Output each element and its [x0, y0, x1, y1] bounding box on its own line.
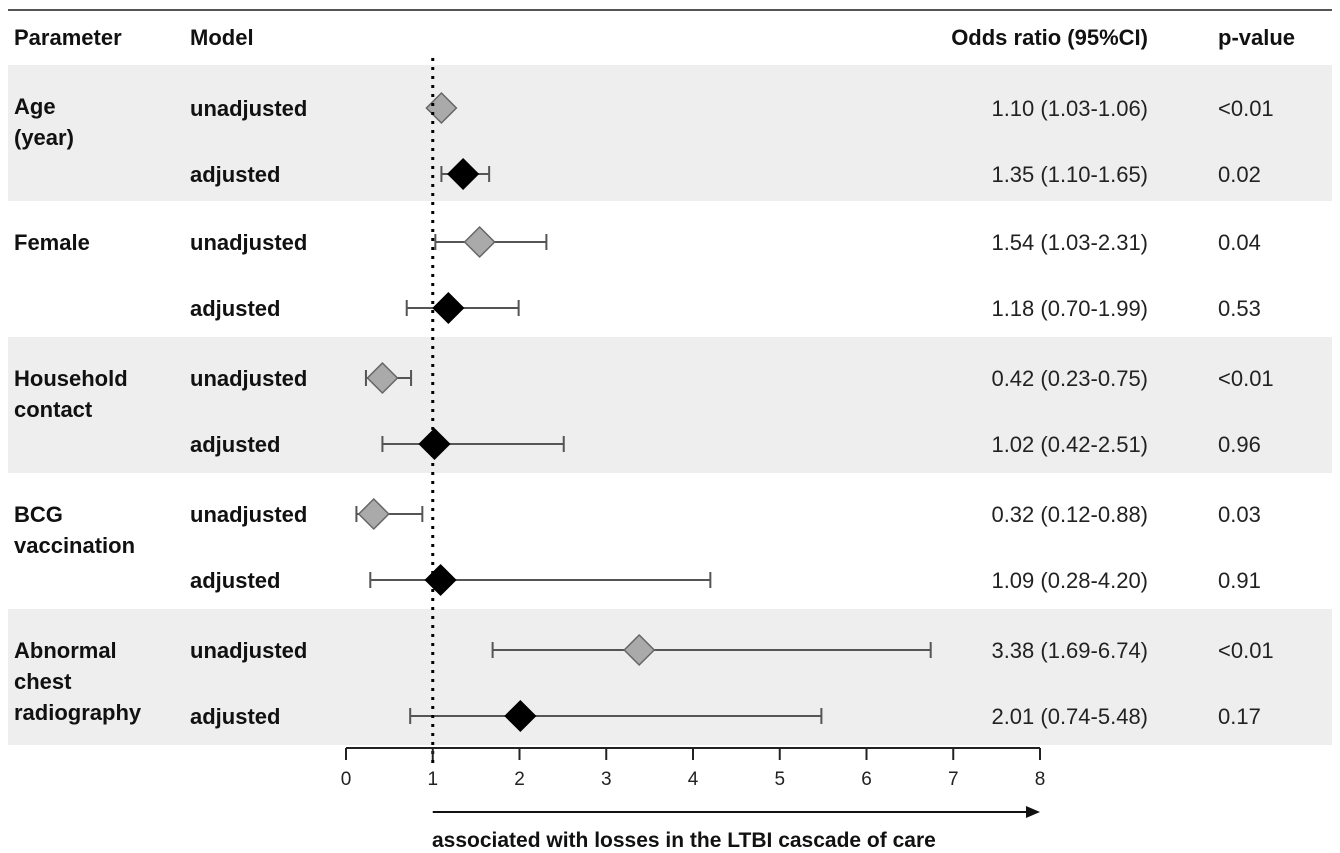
p-value-text: 0.03 [1218, 502, 1261, 527]
odds-ratio-text: 1.02 (0.42-2.51) [991, 432, 1148, 457]
x-tick-label: 4 [688, 769, 699, 790]
adjusted-point [504, 699, 537, 733]
p-value-text: <0.01 [1218, 366, 1274, 391]
model-label: adjusted [190, 162, 280, 187]
x-axis: 0 1 2 3 4 5 6 7 8 [341, 747, 1046, 818]
model-label: adjusted [190, 704, 280, 729]
x-tick-label: 2 [514, 769, 525, 790]
adjusted-point [432, 291, 465, 325]
adjusted-point [418, 427, 451, 461]
parameter-label: contact [14, 397, 93, 422]
group-band [8, 65, 1332, 201]
model-label: adjusted [190, 568, 280, 593]
header-odds-ratio: Odds ratio (95%CI) [951, 25, 1148, 50]
parameter-label: Household [14, 366, 128, 391]
header-p-value: p-value [1218, 25, 1295, 50]
p-value-text: <0.01 [1218, 96, 1274, 121]
odds-ratio-text: 3.38 (1.69-6.74) [991, 638, 1148, 663]
x-tick-label: 8 [1035, 769, 1046, 790]
odds-ratio-text: 0.32 (0.12-0.88) [991, 502, 1148, 527]
p-value-text: 0.17 [1218, 704, 1261, 729]
odds-ratio-text: 1.09 (0.28-4.20) [991, 568, 1148, 593]
odds-ratio-text: 2.01 (0.74-5.48) [991, 704, 1148, 729]
odds-ratio-text: 1.54 (1.03-2.31) [991, 230, 1148, 255]
header-model: Model [190, 25, 254, 50]
plot-marks [355, 91, 932, 733]
unadjusted-point [357, 497, 390, 531]
model-label: unadjusted [190, 366, 307, 391]
direction-arrowhead [1026, 806, 1040, 818]
parameter-label: (year) [14, 125, 74, 150]
model-label: adjusted [190, 432, 280, 457]
p-value-text: 0.53 [1218, 296, 1261, 321]
p-value-text: 0.04 [1218, 230, 1261, 255]
model-label: unadjusted [190, 230, 307, 255]
x-axis-label: associated with losses in the LTBI casca… [432, 829, 936, 852]
header-parameter: Parameter [14, 25, 122, 50]
odds-ratio-text: 0.42 (0.23-0.75) [991, 366, 1148, 391]
model-label: unadjusted [190, 96, 307, 121]
p-value-text: 0.91 [1218, 568, 1261, 593]
group-bands [8, 65, 1332, 745]
group-band [8, 337, 1332, 473]
unadjusted-point [463, 225, 496, 259]
adjusted-point [424, 563, 457, 597]
unadjusted-point [623, 633, 656, 667]
model-label: adjusted [190, 296, 280, 321]
adjusted-point [447, 157, 480, 191]
parameter-label: BCG [14, 502, 63, 527]
model-label: unadjusted [190, 638, 307, 663]
x-tick-label: 6 [861, 769, 872, 790]
parameter-label: chest [14, 669, 72, 694]
model-label: unadjusted [190, 502, 307, 527]
x-tick-label: 5 [774, 769, 785, 790]
unadjusted-point [366, 361, 399, 395]
parameter-label: radiography [14, 700, 142, 725]
p-value-text: 0.96 [1218, 432, 1261, 457]
x-tick-label: 3 [601, 769, 612, 790]
odds-ratio-text: 1.10 (1.03-1.06) [991, 96, 1148, 121]
p-value-text: 0.02 [1218, 162, 1261, 187]
odds-ratio-text: 1.35 (1.10-1.65) [991, 162, 1148, 187]
parameter-label: Female [14, 230, 90, 255]
group-band [8, 609, 1332, 745]
parameter-label: Abnormal [14, 638, 117, 663]
x-tick-label: 0 [341, 769, 352, 790]
parameter-label: Age [14, 94, 56, 119]
x-tick-label: 1 [427, 769, 438, 790]
odds-ratio-text: 1.18 (0.70-1.99) [991, 296, 1148, 321]
row-labels: Age (year) unadjusted 1.10 (1.03-1.06) <0.01… [14, 94, 1274, 729]
p-value-text: <0.01 [1218, 638, 1274, 663]
x-tick-label: 7 [948, 769, 959, 790]
parameter-label: vaccination [14, 533, 135, 558]
